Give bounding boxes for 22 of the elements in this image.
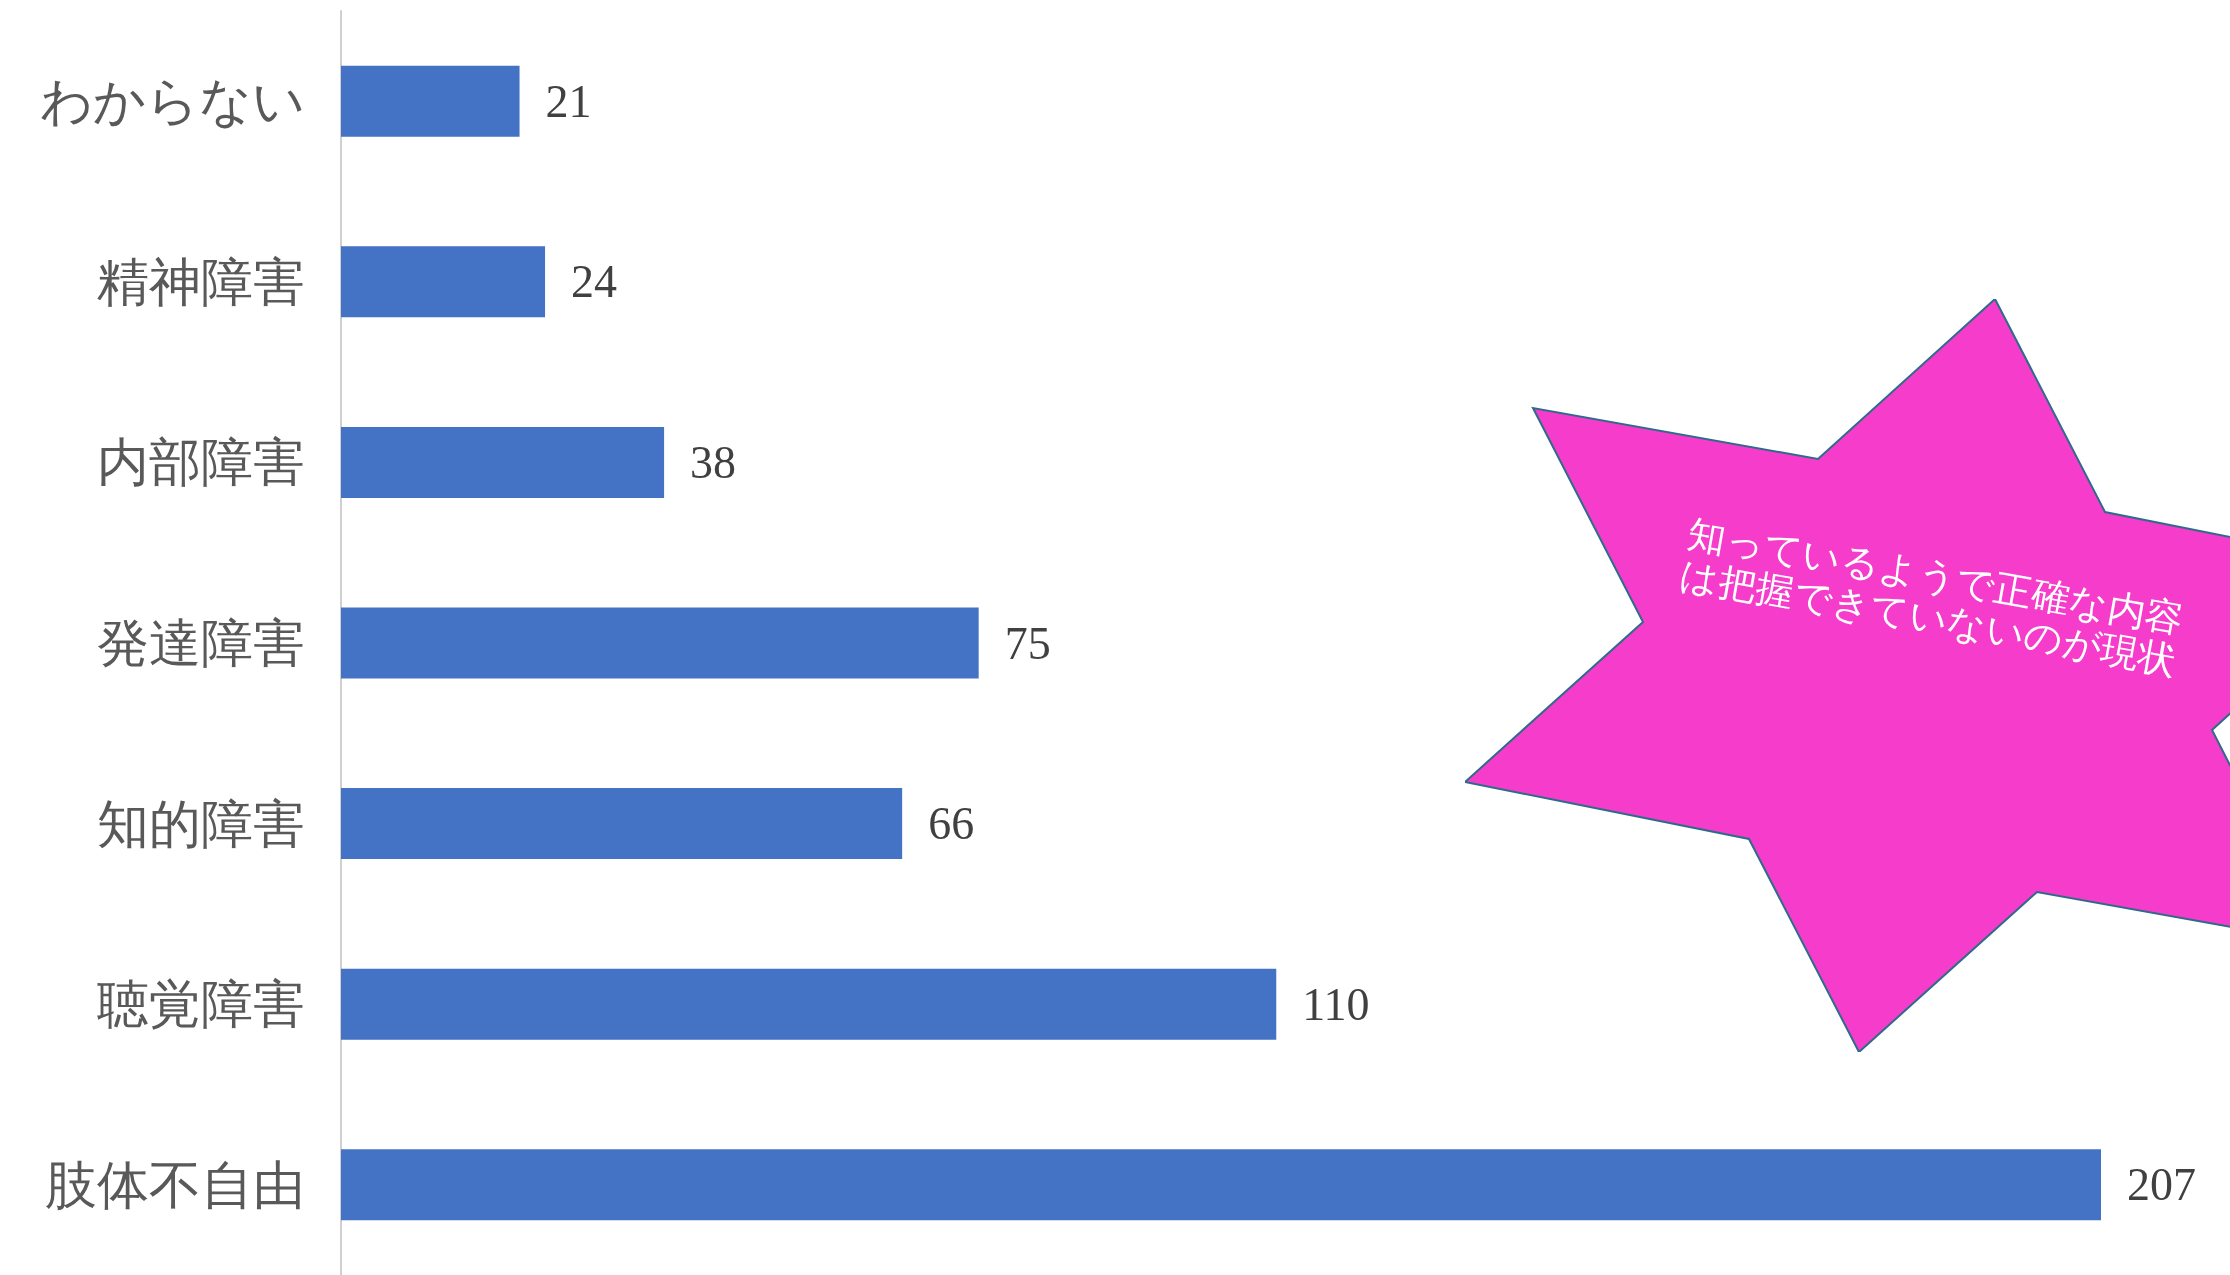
- bar: [341, 968, 1277, 1040]
- y-tick-label: 発達障害: [97, 613, 305, 673]
- data-label: 38: [690, 436, 737, 488]
- y-tick-label: わからない: [40, 71, 305, 132]
- bar: [341, 1149, 2101, 1221]
- bar: [341, 246, 546, 318]
- data-label: 21: [545, 75, 592, 127]
- bar: [341, 607, 979, 679]
- y-tick-label: 聴覚障害: [97, 974, 305, 1035]
- data-label: 24: [571, 256, 618, 308]
- bar: [341, 788, 903, 860]
- y-tick-label: 知的障害: [97, 793, 305, 854]
- bar: [341, 65, 520, 137]
- y-tick-label: 肢体不自由: [45, 1154, 305, 1215]
- data-label: 110: [1302, 978, 1370, 1030]
- data-label: 207: [2127, 1159, 2196, 1211]
- annotation: 知っているようで正確な内容は把握できていないのが現状: [1675, 510, 2188, 684]
- bar: [341, 426, 665, 498]
- data-label: 75: [1004, 617, 1051, 669]
- data-label: 66: [928, 798, 975, 850]
- y-tick-label: 精神障害: [97, 251, 305, 312]
- y-tick-label: 内部障害: [97, 432, 305, 493]
